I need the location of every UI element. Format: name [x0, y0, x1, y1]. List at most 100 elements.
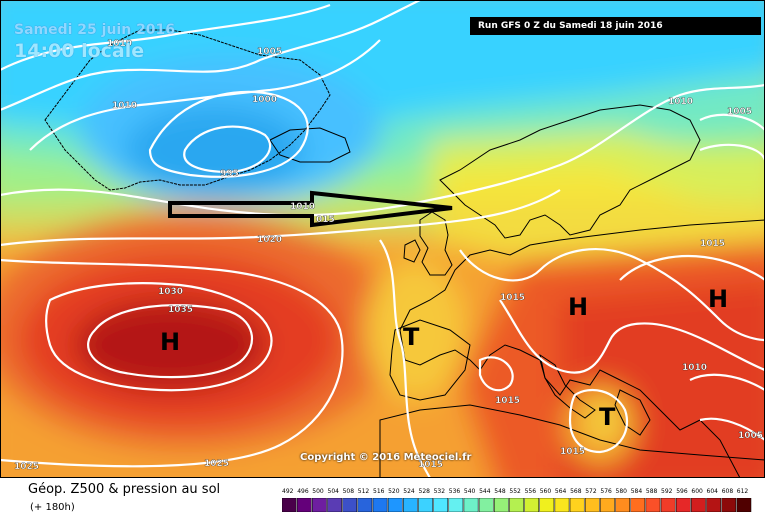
- legend-swatch: [706, 498, 721, 512]
- legend-value: 548: [494, 488, 506, 495]
- pressure-label: 1030: [158, 287, 183, 297]
- coastlines: [44, 29, 765, 478]
- legend-value: 504: [327, 488, 339, 495]
- legend-swatch: [584, 498, 600, 512]
- forecast-range: (+ 180h): [30, 502, 75, 513]
- legend-swatch: [630, 498, 646, 512]
- legend-value: 588: [645, 488, 658, 495]
- legend-value: 604: [706, 488, 718, 495]
- legend-value: 584: [630, 488, 643, 495]
- thermal-low-marker: T: [599, 403, 616, 431]
- legend-value: 580: [615, 488, 627, 495]
- pressure-label: 1010: [682, 363, 707, 373]
- pressure-label: 1020: [257, 235, 282, 245]
- pressure-label: 1015: [418, 460, 443, 470]
- high-pressure-marker: H: [568, 293, 588, 321]
- legend-value: 612: [736, 488, 749, 495]
- legend-swatch: [600, 498, 615, 512]
- pressure-label: 1005: [738, 431, 763, 441]
- legend-swatch: [327, 498, 342, 512]
- legend-value: 536: [448, 488, 461, 495]
- legend-swatch: [645, 498, 661, 512]
- pressure-label: 1025: [204, 459, 229, 469]
- valid-time: 14:00 locale: [14, 40, 145, 62]
- legend-swatch: [312, 498, 327, 512]
- legend-swatch: [660, 498, 676, 512]
- legend-swatch: [691, 498, 706, 512]
- legend-value: 540: [463, 488, 476, 495]
- pressure-systems: H T H H T: [160, 285, 728, 431]
- legend-swatch: [357, 498, 373, 512]
- pressure-labels: 1010 1005 1010 1000 995 1010 1005 1010 0…: [14, 39, 763, 472]
- legend-swatch: [403, 498, 418, 512]
- run-info: Run GFS 0 Z du Samedi 18 juin 2016: [470, 17, 761, 35]
- legend-value: 492: [282, 488, 294, 495]
- legend-swatch: [372, 498, 388, 512]
- legend-swatch: [448, 498, 464, 512]
- legend-swatch: [342, 498, 358, 512]
- pressure-label: 1015: [560, 447, 585, 457]
- legend-value: 564: [554, 488, 567, 495]
- legend-value: 596: [676, 488, 688, 495]
- legend-swatch: [296, 498, 312, 512]
- pressure-label: 1010: [112, 101, 137, 111]
- pressure-label: 1015: [495, 396, 520, 406]
- legend-swatch: [524, 498, 539, 512]
- pressure-label: 995: [220, 169, 239, 179]
- legend-swatch: [509, 498, 524, 512]
- high-pressure-marker: H: [160, 328, 180, 356]
- legend-value: 508: [342, 488, 355, 495]
- legend-swatch: [569, 498, 585, 512]
- legend-swatch: [615, 498, 630, 512]
- legend-value: 516: [373, 488, 385, 495]
- legend-value: 592: [661, 488, 673, 495]
- geopotential-field: [0, 0, 765, 478]
- legend-value: 528: [418, 488, 430, 495]
- color-legend: [282, 498, 752, 512]
- pressure-label: 1015: [700, 239, 725, 249]
- pressure-label: 1005: [257, 47, 282, 57]
- legend-value: 520: [388, 488, 400, 495]
- legend-swatch: [539, 498, 555, 512]
- map-title: Géop. Z500 & pression au sol: [28, 482, 221, 497]
- legend-swatch: [675, 498, 691, 512]
- pressure-label: 1000: [252, 95, 277, 105]
- legend-value: 552: [509, 488, 521, 495]
- legend-value: 500: [312, 488, 324, 495]
- legend-swatch: [387, 498, 403, 512]
- legend-swatch: [463, 498, 479, 512]
- legend-labels: 492 496 500 504 508 512 516 520 524 528 532 536 540 5…: [282, 488, 752, 498]
- copyright-notice: Copyright © 2016 Meteociel.fr: [300, 452, 472, 463]
- high-pressure-marker: H: [708, 285, 728, 313]
- pressure-label: 1005: [727, 107, 752, 117]
- legend-swatch: [494, 498, 509, 512]
- isobars: [0, 0, 765, 478]
- legend-value: 576: [600, 488, 612, 495]
- pressure-label: 1010: [290, 202, 315, 212]
- legend-value: 568: [570, 488, 582, 495]
- pressure-label: 1010: [107, 39, 132, 49]
- pressure-label: 015: [316, 215, 335, 225]
- valid-date: Samedi 25 juin 2016: [14, 22, 176, 38]
- annotation-arrow: [168, 190, 453, 228]
- legend-value: 556: [524, 488, 537, 495]
- legend-value: 560: [539, 488, 552, 495]
- legend-value: 600: [691, 488, 703, 495]
- legend-value: 524: [403, 488, 415, 495]
- legend-value: 544: [479, 488, 491, 495]
- pressure-label: 1015: [500, 293, 525, 303]
- legend-swatch: [418, 498, 433, 512]
- legend-value: 496: [297, 488, 309, 495]
- legend-swatch: [721, 498, 737, 512]
- thermal-low-marker: T: [403, 323, 420, 351]
- legend-swatch: [554, 498, 570, 512]
- pressure-label: 1010: [668, 97, 693, 107]
- legend-swatch: [433, 498, 449, 512]
- weather-map: 1010 1005 1010 1000 995 1010 1005 1010 0…: [0, 0, 765, 478]
- legend-swatch: [282, 498, 297, 512]
- legend-value: 608: [721, 488, 734, 495]
- legend-value: 512: [357, 488, 370, 495]
- legend-value: 532: [433, 488, 446, 495]
- pressure-label: 1035: [168, 305, 193, 315]
